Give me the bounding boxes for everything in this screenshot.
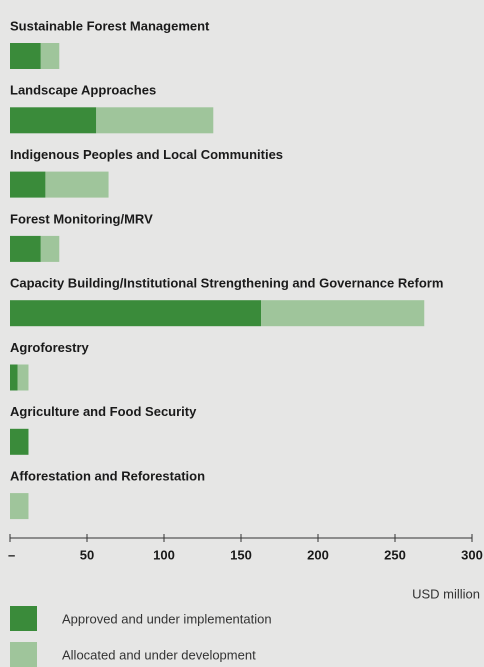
bar-segment xyxy=(17,364,29,391)
category-label: Indigenous Peoples and Local Communities xyxy=(10,147,283,162)
category-label: Agroforestry xyxy=(10,340,90,355)
category-label: Agriculture and Food Security xyxy=(10,404,197,419)
bar-segment xyxy=(45,171,109,198)
legend-label: Allocated and under development xyxy=(62,647,256,662)
x-tick-label: 50 xyxy=(80,547,94,562)
bar-segment xyxy=(10,428,29,455)
x-tick-label: 150 xyxy=(230,547,252,562)
legend-swatch xyxy=(10,606,37,631)
category-label: Afforestation and Reforestation xyxy=(10,469,205,484)
bar-segment xyxy=(10,107,97,134)
bar-segment xyxy=(261,300,425,327)
x-tick-label: 100 xyxy=(153,547,175,562)
category-label: Capacity Building/Institutional Strength… xyxy=(10,276,443,291)
x-tick-label: 300 xyxy=(461,547,483,562)
bar-segment xyxy=(10,300,262,327)
category-label: Landscape Approaches xyxy=(10,83,156,98)
bar-segment xyxy=(40,43,60,69)
legend-label: Approved and under implementation xyxy=(62,611,272,626)
bar-segment xyxy=(10,493,29,520)
bar-segment xyxy=(10,43,41,69)
category-label: Forest Monitoring/MRV xyxy=(10,211,153,226)
x-axis-label: USD million xyxy=(412,586,480,601)
x-tick-label: 200 xyxy=(307,547,329,562)
category-label: Sustainable Forest Management xyxy=(10,18,210,33)
bar-segment xyxy=(96,107,214,134)
legend-swatch xyxy=(10,642,37,667)
x-tick-label: – xyxy=(8,547,15,562)
bar-segment xyxy=(10,235,41,262)
x-tick-label: 250 xyxy=(384,547,406,562)
bar-segment xyxy=(10,364,18,391)
bar-segment xyxy=(40,235,60,262)
bar-segment xyxy=(10,171,46,198)
